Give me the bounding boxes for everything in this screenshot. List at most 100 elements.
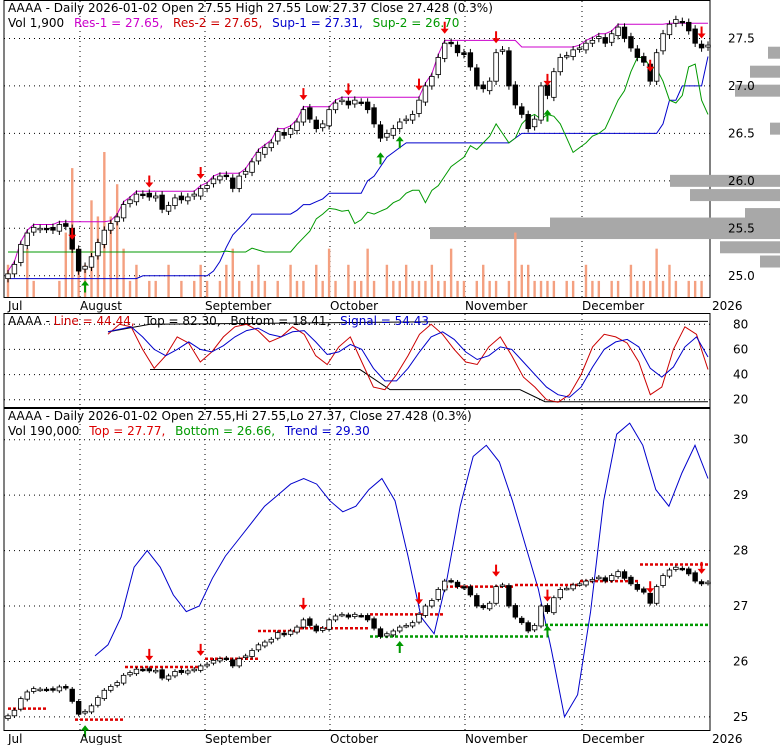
- candle-body: [583, 580, 589, 586]
- trend-value-label: Trend = 29.30: [284, 424, 370, 438]
- candle-body: [679, 567, 686, 571]
- candle-body: [185, 196, 191, 202]
- y-tick-label: 40: [733, 368, 748, 382]
- volume-bar: [205, 280, 209, 297]
- candle-body: [18, 244, 24, 263]
- candle-body: [197, 665, 204, 671]
- buy-arrow: [543, 109, 552, 122]
- candle-body: [56, 224, 63, 232]
- volume-profile-bar: [670, 174, 780, 187]
- y-tick-label: 60: [733, 342, 748, 356]
- sell-arrow: [440, 21, 449, 34]
- support-1-line: [8, 56, 709, 280]
- candle-body: [409, 114, 416, 121]
- support-resistance-lines: [7, 22, 709, 280]
- candle-body: [512, 84, 519, 106]
- volume-bar: [494, 280, 498, 297]
- candle-body: [608, 575, 615, 581]
- candle-body: [24, 691, 30, 700]
- volume-bar: [411, 280, 414, 297]
- candle-body: [615, 26, 621, 37]
- candle-body: [653, 586, 660, 604]
- osc-top-line: [107, 320, 708, 333]
- candle-body: [634, 48, 641, 58]
- candle-body: [454, 581, 461, 588]
- candle-body: [576, 583, 583, 586]
- y-tick-label: 29: [733, 488, 748, 502]
- sell-arrow: [196, 643, 205, 656]
- candle-body: [313, 119, 319, 130]
- candle-body: [397, 626, 403, 632]
- candle-body: [506, 50, 512, 87]
- candle-body: [576, 47, 583, 50]
- candle-body: [422, 605, 429, 616]
- candle-body: [307, 618, 313, 626]
- svg-text:Vol 1,900 Res-1 = 27.65,: Vol 1,900 Res-1 = 27.65, Res-2 = 27.65, …: [8, 16, 459, 30]
- candle-body: [435, 57, 441, 75]
- trend-volume-label: Vol 190,000: [8, 424, 79, 438]
- candle-body: [75, 248, 82, 272]
- candle-body: [519, 106, 525, 115]
- candle-body: [127, 199, 133, 205]
- candle-body: [262, 147, 268, 155]
- volume-bar: [334, 280, 337, 297]
- volume-bar: [687, 280, 690, 297]
- x-tick-label: 2026: [712, 732, 743, 745]
- osc-bottom-line: [150, 369, 708, 403]
- candle-body: [108, 223, 114, 231]
- candle-body: [352, 99, 358, 105]
- candle-body: [493, 52, 499, 82]
- candle-body: [698, 43, 705, 49]
- volume-bar: [591, 280, 594, 297]
- sell-arrow: [299, 597, 308, 610]
- candle-body: [185, 670, 191, 674]
- candle-body: [63, 223, 69, 227]
- candle-body: [660, 575, 666, 586]
- buy-arrow: [81, 725, 90, 738]
- candle-body: [63, 686, 69, 689]
- candle-body: [50, 226, 56, 231]
- candle-body: [570, 584, 576, 590]
- volume-bar: [456, 280, 459, 297]
- volume-bar: [552, 280, 556, 297]
- candle-body: [217, 175, 223, 181]
- candle-body: [461, 52, 467, 56]
- candle-body: [531, 625, 538, 631]
- sell-arrow: [344, 83, 353, 96]
- sell-arrow: [145, 648, 154, 661]
- candle-body: [50, 688, 56, 691]
- oscillator-y-axis: 20 40 60 80: [733, 317, 748, 406]
- candle-body: [371, 618, 377, 629]
- candle-body: [281, 132, 287, 136]
- candle-body: [332, 615, 339, 621]
- candle-body: [551, 71, 557, 98]
- volume-bar: [180, 280, 183, 297]
- candle-body: [512, 605, 519, 618]
- candle-body: [435, 589, 441, 600]
- candle-body: [11, 709, 18, 717]
- candle-body: [705, 581, 711, 585]
- volume-bar: [353, 280, 356, 297]
- candle-body: [551, 597, 557, 614]
- volume-bar: [488, 280, 491, 297]
- volume-bar: [167, 264, 170, 297]
- candle-body: [230, 177, 236, 189]
- candle-body: [191, 668, 197, 672]
- candle-body: [217, 658, 223, 662]
- candle-body: [666, 569, 673, 577]
- volume-bar: [417, 280, 421, 297]
- candle-body: [345, 100, 352, 106]
- sell-arrow: [697, 561, 706, 574]
- volume-profile-bar: [690, 189, 780, 202]
- osc-signal-label: Signal = 54.43: [340, 314, 429, 328]
- candle-body: [319, 627, 326, 631]
- volume-bar: [315, 264, 318, 297]
- volume-bar: [449, 248, 453, 297]
- candle-body: [679, 20, 686, 24]
- volume-bar: [32, 280, 35, 297]
- candle-body: [326, 109, 332, 127]
- candle-body: [82, 710, 88, 714]
- candle-body: [602, 577, 608, 582]
- trend-arrows: [81, 561, 706, 738]
- volume-bar: [347, 264, 350, 297]
